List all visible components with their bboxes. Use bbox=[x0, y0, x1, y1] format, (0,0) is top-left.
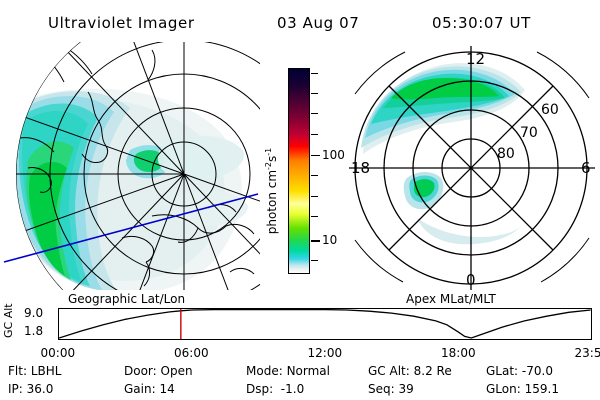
ground-track-strip-chart[interactable]: Geographic Lat/Lon Apex MLat/MLT GC Alt … bbox=[0, 292, 600, 344]
colorbar-minor-tick bbox=[311, 73, 318, 75]
instrument-status-block: Flt: LBHL IP: 36.0 Door: Open Gain: 14 M… bbox=[0, 364, 600, 400]
strip-plot-area bbox=[58, 308, 592, 340]
time-axis-label: 18:00 bbox=[441, 346, 476, 360]
status-gain-value: 14 bbox=[159, 382, 175, 396]
status-seq-value: 39 bbox=[398, 382, 414, 396]
status-door-value: Open bbox=[160, 364, 193, 378]
status-glon: GLon: 159.1 bbox=[486, 382, 559, 396]
colorbar-minor-tick bbox=[311, 133, 318, 135]
mlt-label-0: 0 bbox=[466, 271, 476, 289]
status-mode-value: Normal bbox=[286, 364, 330, 378]
status-dsp-label: Dsp: bbox=[246, 382, 274, 396]
time-axis-label: 12:00 bbox=[307, 346, 343, 360]
mlat-label-80: 80 bbox=[497, 146, 515, 162]
mlt-label-12: 12 bbox=[466, 50, 485, 68]
status-gain: Gain: 14 bbox=[124, 382, 175, 396]
instrument-title: Ultraviolet Imager bbox=[48, 14, 195, 32]
status-seq-label: Seq: bbox=[368, 382, 395, 396]
status-mode-label: Mode: bbox=[246, 364, 283, 378]
mlt-outer-arcs bbox=[354, 51, 590, 283]
status-filter-label: Flt: bbox=[8, 364, 27, 378]
colorbar-minor-tick bbox=[311, 92, 318, 94]
strip-title-geographic: Geographic Lat/Lon bbox=[68, 292, 186, 306]
colorbar-major-tick bbox=[311, 154, 320, 157]
status-glat-label: GLat: bbox=[486, 364, 519, 378]
colorbar-minor-tick bbox=[311, 113, 318, 115]
solar-terminator-line bbox=[3, 193, 259, 263]
mlt-dial-grid bbox=[349, 46, 595, 290]
status-dsp: Dsp: -1.0 bbox=[246, 382, 304, 396]
mlat-label-70: 70 bbox=[520, 125, 538, 141]
colorbar-tick-label: 100 bbox=[322, 147, 345, 162]
strip-ytick-top: 9.0 bbox=[24, 306, 44, 320]
header-bar: Ultraviolet Imager 03 Aug 07 05:30:07 UT bbox=[0, 6, 600, 32]
time-axis-label: 06:00 bbox=[174, 346, 209, 360]
observation-time: 05:30:07 UT bbox=[432, 14, 531, 32]
strip-y-axis-label: GC Alt bbox=[2, 303, 15, 338]
colorbar-minor-tick bbox=[311, 216, 318, 218]
mlt-label-18: 18 bbox=[351, 159, 370, 177]
apex-mlt-polar-dial[interactable]: 12 18 6 0 60 70 80 bbox=[345, 42, 598, 290]
status-gcalt: GC Alt: 8.2 Re bbox=[368, 364, 452, 378]
geographic-polar-plot[interactable] bbox=[2, 42, 260, 290]
time-axis: 00:00 06:00 12:00 18:00 23:59 bbox=[0, 346, 600, 362]
observation-date: 03 Aug 07 bbox=[277, 14, 360, 32]
time-axis-label: 00:00 bbox=[40, 346, 76, 360]
colorbar-gradient bbox=[289, 69, 309, 273]
mlt-label-6: 6 bbox=[581, 159, 591, 177]
colorbar-major-tick bbox=[311, 240, 320, 242]
status-door-label: Door: bbox=[124, 364, 157, 378]
status-glat: GLat: -70.0 bbox=[486, 364, 553, 378]
colorbar-minor-tick bbox=[311, 175, 318, 177]
status-filter: Flt: LBHL bbox=[8, 364, 61, 378]
intensity-colorbar[interactable]: photon cm-2s-1 100 10 bbox=[262, 60, 346, 290]
status-glat-value: -70.0 bbox=[521, 364, 553, 378]
status-dsp-value: -1.0 bbox=[280, 382, 305, 396]
status-gcalt-label: GC Alt: bbox=[368, 364, 410, 378]
colorbar-gradient-box bbox=[288, 68, 310, 274]
status-seq: Seq: 39 bbox=[368, 382, 414, 396]
geographic-graticule bbox=[16, 42, 260, 290]
time-axis-label: 23:59 bbox=[574, 346, 600, 360]
altitude-trace bbox=[59, 309, 591, 339]
status-filter-value: LBHL bbox=[30, 364, 62, 378]
status-ip-value: 36.0 bbox=[26, 382, 54, 396]
colorbar-minor-tick bbox=[311, 259, 318, 261]
strip-title-apex: Apex MLat/MLT bbox=[406, 292, 496, 306]
status-ip: IP: 36.0 bbox=[8, 382, 53, 396]
status-gcalt-value: 8.2 Re bbox=[413, 364, 452, 378]
status-door: Door: Open bbox=[124, 364, 193, 378]
aurora-emission-mlt bbox=[361, 63, 525, 245]
strip-ytick-bottom: 1.8 bbox=[24, 324, 44, 338]
status-mode: Mode: Normal bbox=[246, 364, 330, 378]
colorbar-tick-label: 10 bbox=[322, 233, 338, 247]
status-ip-label: IP: bbox=[8, 382, 23, 396]
colorbar-minor-tick bbox=[311, 195, 318, 197]
status-gain-label: Gain: bbox=[124, 382, 156, 396]
status-glon-value: 159.1 bbox=[524, 382, 559, 396]
status-glon-label: GLon: bbox=[486, 382, 521, 396]
mlat-label-60: 60 bbox=[541, 102, 559, 118]
